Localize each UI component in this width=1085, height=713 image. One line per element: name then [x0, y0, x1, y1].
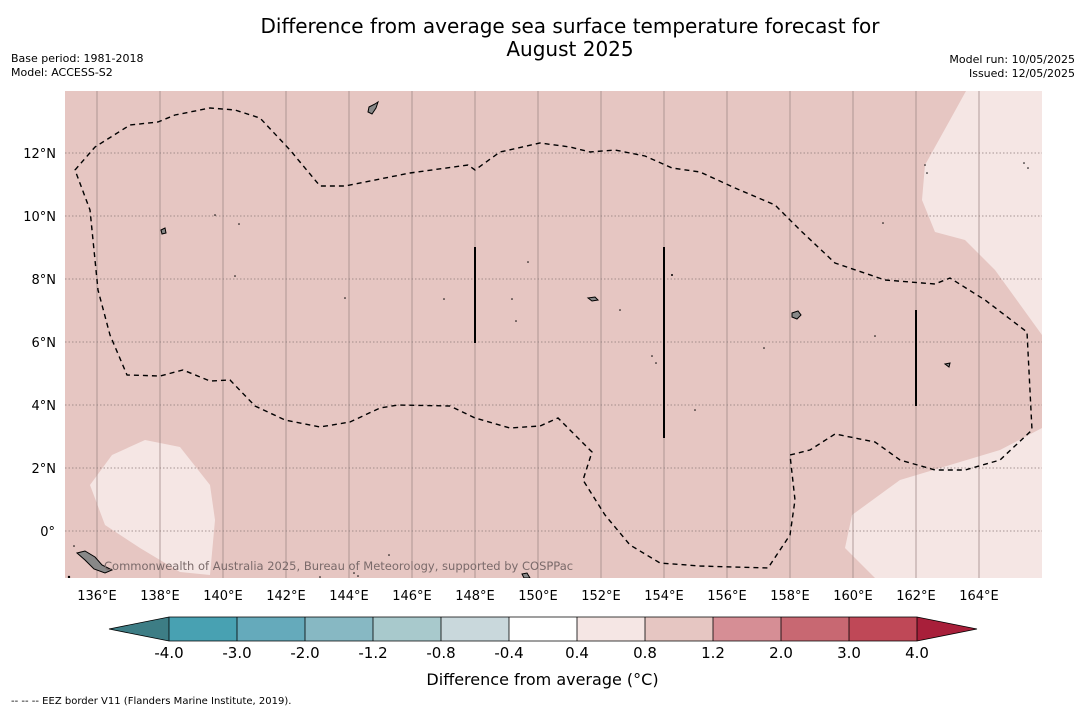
colorbar-tick-9: 1.2: [701, 644, 725, 662]
y-tick-2n: 2°N: [32, 462, 57, 477]
footnote: -- -- -- EEZ border V11 (Flanders Marine…: [11, 696, 292, 707]
x-tick-142: 142°E: [266, 589, 306, 604]
model-name: Model: ACCESS-S2: [11, 66, 113, 79]
island-pohnpei: [791, 310, 802, 320]
y-tick-0: 0°: [40, 525, 55, 540]
x-tick-150: 150°E: [518, 589, 558, 604]
title-line-1: Difference from average sea surface temp…: [260, 14, 880, 38]
island-south: [521, 572, 531, 578]
x-tick-136: 136°E: [77, 589, 117, 604]
anomaly-patch-ne: [922, 91, 1042, 335]
x-tick-162: 162°E: [896, 589, 936, 604]
island-kosrae: [943, 362, 951, 368]
x-tick-164: 164°E: [959, 589, 999, 604]
y-tick-10n: 10°N: [23, 210, 56, 225]
issued-date: Issued: 12/05/2025: [968, 67, 1075, 80]
colorbar-bin-2: [237, 617, 305, 641]
colorbar-bin-7: [577, 617, 645, 641]
colorbar-tick-12: 4.0: [905, 644, 929, 662]
colorbar: -4.0 -3.0 -2.0 -1.2 -0.8 -0.4 0.4 0.8 1.…: [108, 616, 978, 662]
y-tick-12n: 12°N: [23, 147, 56, 162]
colorbar-bin-5: [441, 617, 509, 641]
model-run: Model run: 10/05/2025: [949, 53, 1075, 66]
atolls: [67, 162, 1029, 578]
colorbar-tick-10: 2.0: [769, 644, 793, 662]
x-tick-160: 160°E: [833, 589, 873, 604]
colorbar-label: Difference from average (°C): [426, 670, 659, 689]
x-tick-146: 146°E: [392, 589, 432, 604]
x-tick-158: 158°E: [770, 589, 810, 604]
copyright-watermark: Commonwealth of Australia 2025, Bureau o…: [104, 559, 573, 573]
title-line-2: August 2025: [506, 37, 634, 61]
base-period: Base period: 1981-2018: [11, 52, 144, 65]
x-tick-138: 138°E: [140, 589, 180, 604]
x-tick-152: 152°E: [581, 589, 621, 604]
y-tick-4n: 4°N: [32, 399, 57, 414]
x-tick-140: 140°E: [203, 589, 243, 604]
colorbar-tick-6: -0.4: [494, 644, 523, 662]
y-tick-6n: 6°N: [32, 336, 57, 351]
map-title: Difference from average sea surface temp…: [0, 15, 1085, 61]
island-small-w: [160, 227, 167, 235]
islands: [75, 100, 951, 578]
y-tick-8n: 8°N: [32, 273, 57, 288]
colorbar-tick-7: 0.4: [565, 644, 589, 662]
map-area: Commonwealth of Australia 2025, Bureau o…: [65, 91, 1042, 578]
colorbar-extend-high: [917, 617, 977, 641]
anomaly-patch-sw: [90, 440, 215, 575]
island-chuuk: [586, 296, 600, 302]
colorbar-tick-1: -4.0: [154, 644, 183, 662]
island-new-guinea-coast: [75, 550, 114, 574]
colorbar-bin-1: [169, 617, 237, 641]
x-tick-labels: 136°E 138°E 140°E 142°E 144°E 146°E 148°…: [77, 589, 999, 604]
colorbar-bin-4: [373, 617, 441, 641]
anomaly-patch-se: [845, 428, 1042, 578]
colorbar-bin-9: [713, 617, 781, 641]
y-tick-labels: 12°N 10°N 8°N 6°N 4°N 2°N 0°: [23, 147, 56, 540]
island-guam: [367, 100, 379, 115]
x-tick-148: 148°E: [455, 589, 495, 604]
colorbar-extend-low: [109, 617, 169, 641]
x-tick-154: 154°E: [644, 589, 684, 604]
eez-border: [74, 107, 1033, 569]
colorbar-tick-8: 0.8: [633, 644, 657, 662]
colorbar-bin-8: [645, 617, 713, 641]
boundary-segments: [474, 247, 917, 438]
colorbar-bin-10: [781, 617, 849, 641]
colorbar-tick-4: -1.2: [358, 644, 387, 662]
meta-right: Model run: 10/05/2025 Issued: 12/05/2025: [949, 53, 1075, 81]
colorbar-bin-3: [305, 617, 373, 641]
x-tick-144: 144°E: [329, 589, 369, 604]
x-tick-156: 156°E: [707, 589, 747, 604]
colorbar-tick-3: -2.0: [290, 644, 319, 662]
meta-left: Base period: 1981-2018 Model: ACCESS-S2: [11, 52, 143, 80]
colorbar-tick-5: -0.8: [426, 644, 455, 662]
colorbar-tick-11: 3.0: [837, 644, 861, 662]
colorbar-tick-2: -3.0: [222, 644, 251, 662]
colorbar-bin-11: [849, 617, 917, 641]
colorbar-bin-6: [509, 617, 577, 641]
